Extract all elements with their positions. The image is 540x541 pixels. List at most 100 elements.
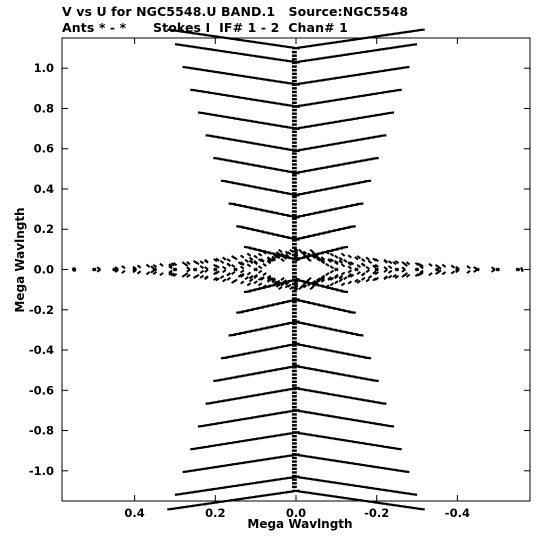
- uv-point: [257, 252, 263, 257]
- uv-point: [194, 468, 203, 472]
- uv-point: [181, 44, 189, 48]
- uv-point: [230, 484, 238, 488]
- uv-point: [254, 41, 263, 45]
- uv-point: [298, 45, 307, 49]
- uv-point: [261, 56, 269, 60]
- uv-point: [231, 263, 236, 268]
- uv-point: [310, 478, 319, 482]
- uv-point: [168, 265, 173, 270]
- uv-point: [384, 489, 393, 493]
- uv-point: [213, 258, 218, 263]
- uv-point: [145, 271, 151, 276]
- uv-point: [356, 255, 361, 260]
- uv-point: [246, 282, 252, 287]
- uv-point: [257, 282, 263, 287]
- uv-point: [200, 68, 209, 72]
- uv-point: [356, 271, 361, 276]
- uv-point: [167, 507, 175, 511]
- uv-point: [275, 283, 281, 288]
- uv-point: [224, 485, 232, 489]
- uv-point: [159, 272, 164, 277]
- uv-point: [213, 267, 218, 272]
- uv-point: [342, 39, 350, 43]
- uv-point: [266, 260, 272, 265]
- uv-point: [377, 466, 386, 470]
- uv-point: [329, 265, 335, 270]
- uv-point: [355, 202, 364, 206]
- uv-point: [329, 41, 338, 45]
- uv-point: [304, 491, 313, 495]
- uv-point: [236, 225, 244, 229]
- uv-point: [204, 266, 209, 271]
- uv-point: [239, 262, 245, 267]
- uv-point: [253, 280, 258, 285]
- uv-point: [284, 281, 290, 286]
- uv-point: [210, 34, 219, 38]
- uv-point: [267, 479, 276, 483]
- uv-point: [266, 274, 272, 279]
- y-tick-label: 1.0: [34, 61, 54, 75]
- uv-point: [311, 255, 317, 260]
- uv-point: [341, 460, 349, 464]
- uv-point: [348, 497, 357, 501]
- uv-point: [329, 55, 337, 59]
- uv-point: [279, 491, 288, 495]
- uv-point: [327, 276, 332, 281]
- uv-point: [313, 254, 319, 259]
- uv-point: [392, 261, 397, 266]
- uv-point: [219, 259, 225, 264]
- uv-point: [199, 265, 205, 270]
- uv-point: [387, 269, 393, 274]
- uv-point: [206, 466, 215, 470]
- uv-point: [355, 333, 364, 337]
- uv-point: [348, 38, 357, 42]
- uv-point: [260, 276, 265, 281]
- y-tick-label: 0.4: [34, 182, 54, 196]
- uv-point: [282, 279, 288, 284]
- uv-point: [338, 256, 344, 261]
- data-marks: [71, 28, 524, 511]
- uv-point: [226, 276, 231, 281]
- uv-point: [282, 255, 288, 260]
- uv-point: [236, 310, 244, 314]
- uv-point: [289, 286, 294, 291]
- uv-point: [340, 252, 346, 257]
- y-tick-label: 0.2: [34, 222, 54, 236]
- uv-point: [243, 245, 252, 249]
- uv-point: [293, 250, 299, 255]
- uv-point: [262, 284, 267, 289]
- uv-point: [205, 134, 214, 138]
- uv-point: [284, 284, 290, 289]
- uv-point: [222, 278, 227, 283]
- uv-point: [341, 75, 349, 79]
- uv-point: [168, 263, 173, 268]
- uv-point: [173, 506, 181, 510]
- uv-point: [366, 49, 374, 53]
- uv-point: [309, 286, 314, 291]
- uv-point: [173, 29, 181, 33]
- uv-point: [403, 491, 411, 495]
- uv-point: [520, 267, 524, 272]
- uv-point: [262, 262, 267, 267]
- uv-point: [371, 379, 379, 383]
- uv-point: [271, 257, 276, 262]
- uv-point: [186, 268, 191, 273]
- uv-point: [475, 267, 480, 272]
- uv-point: [231, 279, 236, 284]
- uv-point: [199, 489, 208, 493]
- uv-point: [374, 263, 379, 268]
- y-tick-label: -0.4: [29, 343, 54, 357]
- uv-point: [261, 78, 270, 82]
- uv-point: [395, 469, 404, 473]
- x-tick-label: -0.4: [445, 506, 470, 520]
- uv-point: [168, 269, 173, 274]
- uv-point: [466, 269, 471, 274]
- uv-point: [414, 272, 420, 277]
- uv-point: [286, 476, 294, 480]
- uv-point: [213, 156, 221, 160]
- uv-point: [366, 486, 374, 490]
- uv-point: [231, 73, 239, 77]
- uv-point: [211, 487, 220, 491]
- uv-point: [197, 111, 206, 115]
- y-tick-label: -0.8: [29, 424, 54, 438]
